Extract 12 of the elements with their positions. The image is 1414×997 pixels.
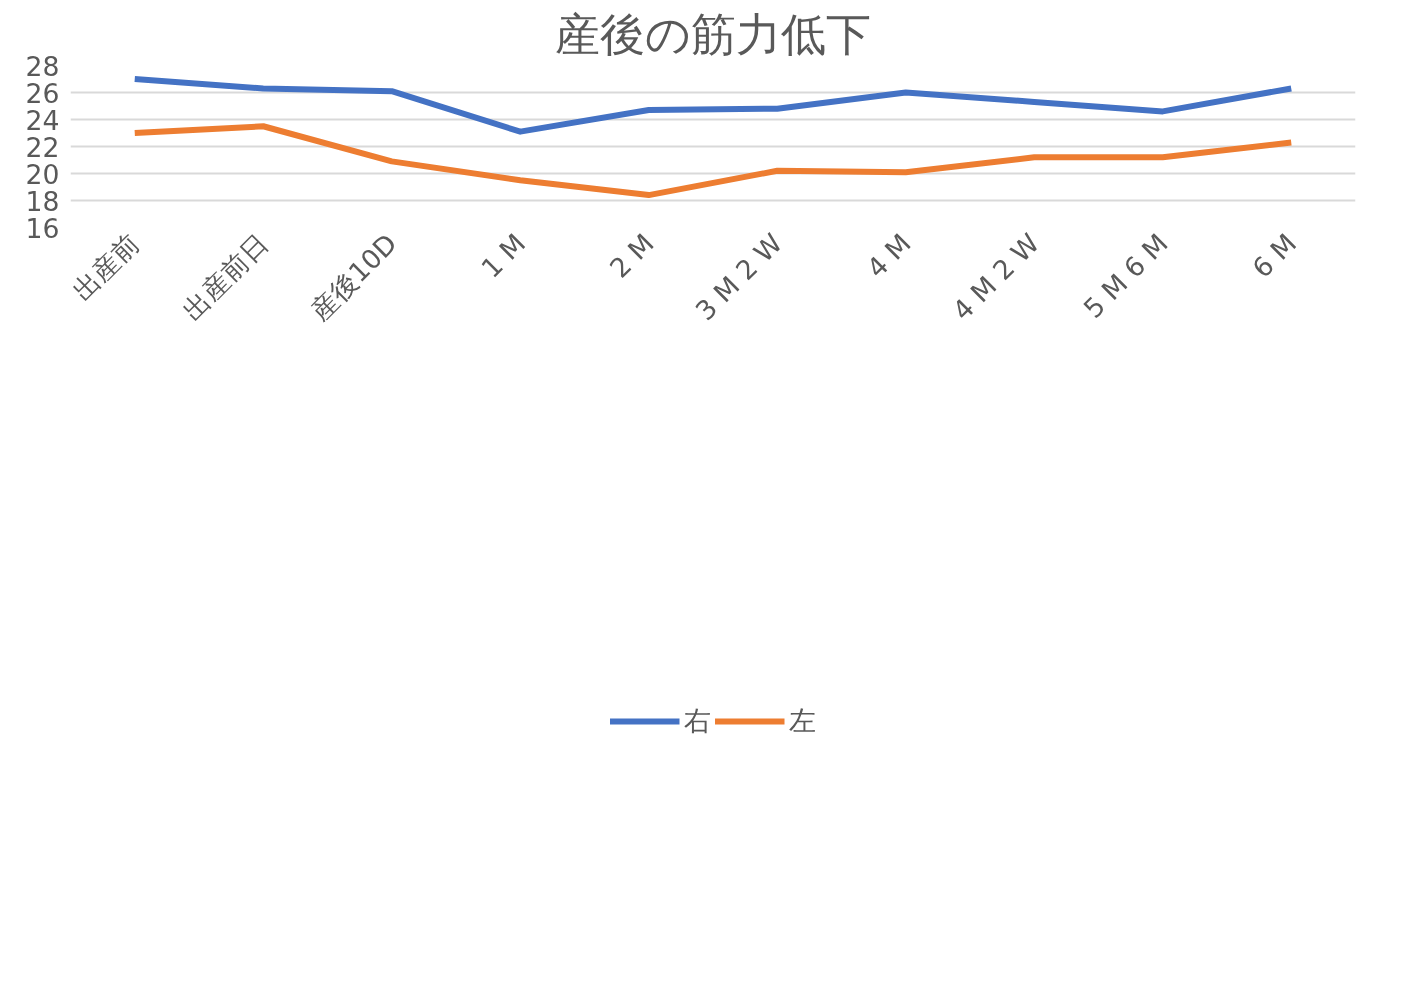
legend-label: 左	[789, 704, 816, 738]
x-tick-label: 4 M 2 W	[946, 227, 1046, 327]
x-tick-label: 4 M	[860, 227, 917, 284]
legend-label: 右	[684, 704, 711, 738]
x-tick-label: 出産前	[66, 227, 146, 307]
x-tick-label: 2 M	[603, 227, 660, 284]
x-tick-label: 3 M 2 W	[689, 227, 789, 327]
x-tick-label: 6 M	[1246, 227, 1303, 284]
x-tick-label: 1 M	[475, 227, 532, 284]
x-tick-label: 5 M 6 M	[1077, 227, 1174, 324]
chart-title: 産後の筋力低下	[555, 7, 871, 61]
x-tick-label: 出産前日	[175, 227, 275, 326]
